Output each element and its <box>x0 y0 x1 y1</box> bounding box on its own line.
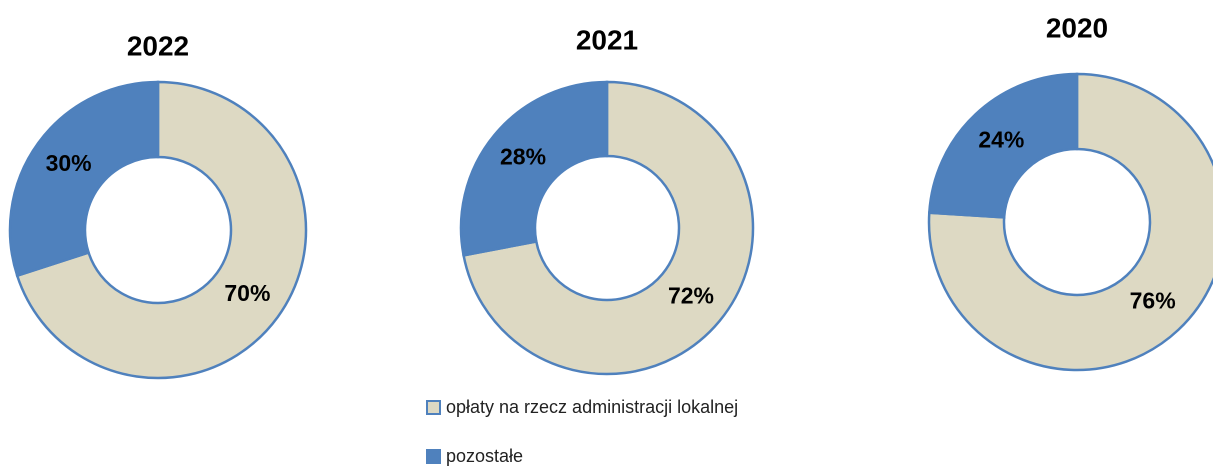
donut-slice <box>8 80 160 278</box>
donut-slice <box>927 72 1213 372</box>
donut-slice <box>459 80 609 257</box>
value-label: 70% <box>224 280 270 306</box>
legend-label: pozostałe <box>446 446 523 466</box>
value-label: 72% <box>668 283 714 309</box>
chart-title: 2022 <box>127 30 189 61</box>
donut-slice <box>927 72 1079 219</box>
legend-swatch <box>426 400 441 415</box>
value-label: 30% <box>46 150 92 176</box>
chart-title: 2021 <box>576 24 638 55</box>
value-label: 24% <box>978 127 1024 153</box>
donut-slice <box>15 80 308 380</box>
value-label: 76% <box>1130 288 1176 314</box>
chart-title: 2020 <box>1046 12 1108 43</box>
value-label: 28% <box>500 144 546 170</box>
legend-swatch <box>426 449 441 464</box>
donut-slice <box>462 80 755 376</box>
legend-label: opłaty na rzecz administracji lokalnej <box>446 397 738 417</box>
